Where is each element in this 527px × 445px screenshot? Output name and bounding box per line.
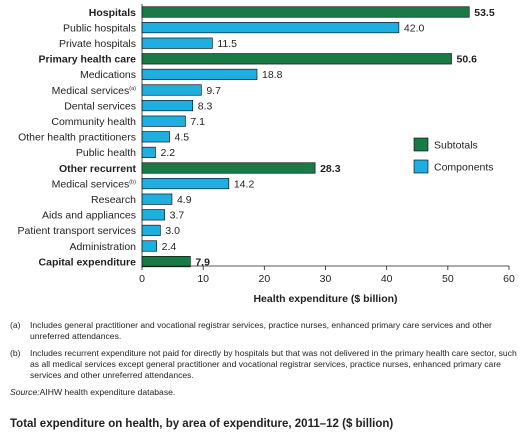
value-label: 3.0 [165,225,180,237]
value-label: 42.0 [404,22,425,34]
bar-13 [141,209,165,221]
bar-15 [141,240,157,252]
value-label: 4.5 [175,132,190,144]
footnote-ref: (a) [129,86,136,92]
value-label: 8.3 [198,100,213,112]
value-label: 2.4 [162,241,177,253]
footnote-text: Includes general practitioner and vocati… [30,320,492,341]
bar-8 [141,131,170,143]
footnote-marker: (b) [10,348,21,358]
bar-4 [141,68,258,80]
x-tick-label: 50 [442,273,454,285]
footnote-b: (b) Includes recurrent expenditure not p… [10,348,518,381]
x-tick-label: 30 [320,273,332,285]
value-label: 50.6 [457,54,478,66]
category-label: Community health [51,116,136,128]
category-label: Medical services(b) [52,178,136,190]
category-label: Other recurrent [59,163,137,175]
footnote-text: Includes recurrent expenditure not paid … [30,348,517,380]
footnote-a: (a) Includes general practitioner and vo… [10,320,518,342]
category-label: Dental services [64,100,136,112]
value-label: 2.2 [160,147,175,159]
value-label: 9.7 [206,85,221,97]
x-tick-label: 20 [258,273,270,285]
category-label: Private hospitals [59,38,136,50]
value-label: 4.9 [177,194,192,206]
source-line: Source: AIHW health expenditure database… [10,387,518,398]
category-label: Public health [76,147,136,159]
bar-2 [141,37,213,49]
x-axis-title: Health expenditure ($ billion) [253,293,397,305]
value-labels-layer: 53.5 42.0 11.5 50.6 18.8 9.7 8.3 7.14.52.2 28.3 1… [160,7,494,269]
bar-12 [141,193,173,205]
source-label: Source: [10,387,40,397]
footnotes: (a) Includes general practitioner and vo… [10,320,518,404]
category-label: Medications [80,69,136,81]
value-label: 14.2 [234,178,255,190]
value-label: 3.7 [170,210,185,222]
bar-11 [141,178,230,190]
bars-layer [141,6,470,268]
category-labels-layer: Hospitals Public hospitals Private hospita… [18,7,137,269]
x-tick-label: 40 [381,273,393,285]
legend: Subtotals Components [413,137,494,174]
value-label: 11.5 [217,38,237,50]
footnote-marker: (a) [10,320,21,330]
category-label: Medical services(a) [52,85,136,97]
value-label: 18.8 [262,69,283,81]
x-tick-label: 10 [197,273,209,285]
legend-swatch [413,137,429,152]
bar-3 [141,53,452,65]
footnote-ref: (b) [129,179,136,185]
bar-0 [141,6,470,18]
bar-5 [141,84,202,96]
value-label: 28.3 [320,163,341,175]
category-label: Research [91,194,136,206]
figure-caption: Total expenditure on health, by area of … [10,418,394,430]
bar-9 [141,146,156,158]
legend-label: Components [434,162,494,174]
category-label: Aids and appliances [42,210,136,222]
category-label: Other health practitioners [18,132,136,144]
expenditure-bar-chart: Hospitals Public hospitals Private hospita… [18,4,515,305]
bar-14 [141,224,161,236]
bar-6 [141,100,194,112]
value-label: 7.1 [190,116,205,128]
legend-label: Subtotals [434,140,478,152]
bar-7 [141,115,186,127]
bar-1 [141,22,400,34]
value-label: 7.9 [195,256,210,268]
category-label: Hospitals [89,7,136,19]
category-label: Public hospitals [63,22,136,34]
category-label: Primary health care [39,54,137,66]
x-tick-label: 0 [139,273,145,285]
bar-10 [141,162,316,174]
category-label: Capital expenditure [39,256,137,268]
category-label: Patient transport services [18,225,136,237]
x-tick-label: 60 [503,273,515,285]
source-text: AIHW health expenditure database. [39,387,176,397]
category-label: Administration [69,241,136,253]
value-label: 53.5 [474,7,495,19]
bar-16 [141,256,191,268]
legend-swatch [413,159,429,174]
x-axis: 0 10 20 30 40 50 60 [139,4,515,285]
